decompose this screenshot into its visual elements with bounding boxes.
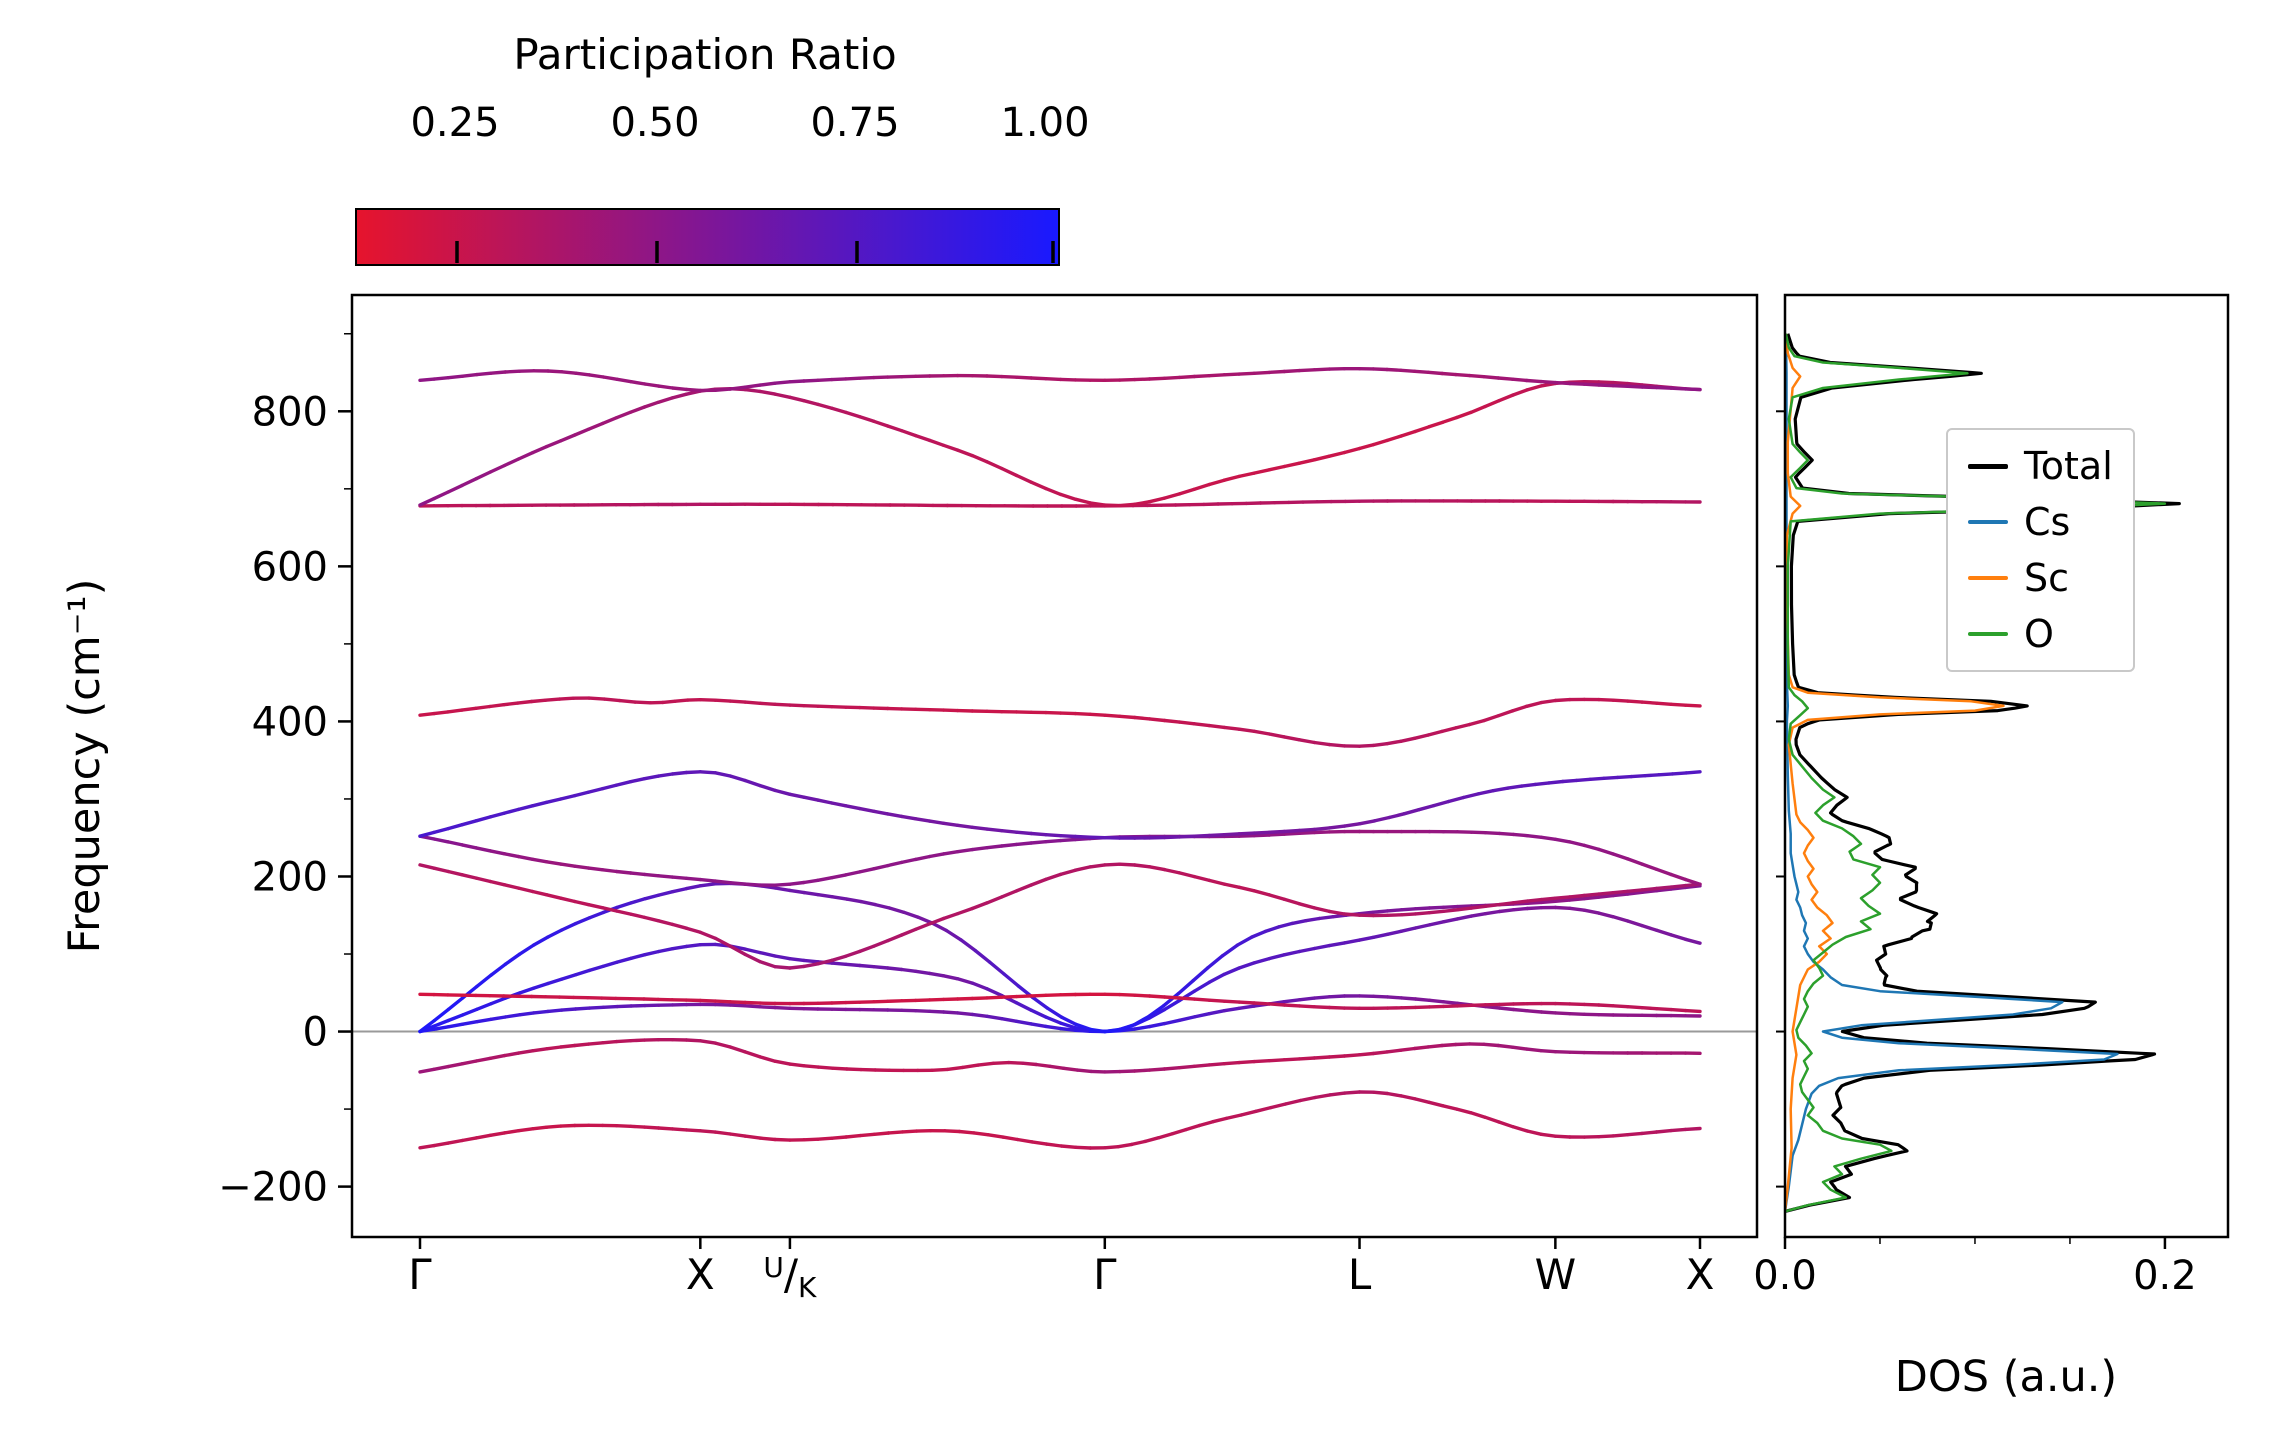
kpoint-label: W	[1535, 1250, 1577, 1299]
kpoint-label: X	[1686, 1250, 1715, 1299]
kpoint-label: U/K	[763, 1250, 817, 1304]
legend-item-o: O	[1968, 612, 2113, 656]
frequency-axis-label: Frequency (cm⁻¹)	[60, 578, 110, 954]
axes-spines	[350, 293, 2230, 1239]
dos-axis-label: DOS (a.u.)	[1894, 1352, 2118, 1402]
colorbar-tick-label: 0.75	[810, 100, 900, 146]
legend-item-cs: Cs	[1968, 500, 2113, 544]
dos-sc-curve	[1785, 333, 2005, 1212]
legend-label: Cs	[2024, 500, 2071, 544]
axis-tick-labels: −200 0 200 400 600 800 Γ X U/K Γ L W X 0.0 0.2	[218, 389, 2197, 1304]
dos-cs-curve	[1785, 333, 2119, 1212]
colorbar-tick-label: 0.25	[410, 100, 500, 146]
participation-ratio-colorbar	[355, 208, 1060, 266]
legend-label: O	[2024, 612, 2054, 656]
legend-label: Sc	[2024, 556, 2070, 600]
dos-legend: Total Cs Sc O	[1946, 428, 2135, 672]
o-line-swatch	[1968, 632, 2008, 636]
colorbar-tick-label: 1.00	[1000, 100, 1090, 146]
sc-line-swatch	[1968, 576, 2008, 580]
legend-item-total: Total	[1968, 444, 2113, 488]
kpoint-label: Γ	[1093, 1250, 1117, 1299]
y-tick-label: 400	[252, 699, 328, 745]
y-tick-label: 200	[252, 854, 328, 900]
band-structure-lines	[418, 367, 1702, 1150]
kpoint-label: L	[1348, 1250, 1372, 1299]
kpoint-label: Γ	[408, 1250, 432, 1299]
dos-curves	[1785, 333, 2181, 1213]
kpoint-label: X	[686, 1250, 715, 1299]
colorbar-ticks	[455, 241, 1055, 263]
y-tick-label: −200	[218, 1165, 328, 1211]
dos-x-tick-label: 0.0	[1753, 1253, 1817, 1299]
cs-line-swatch	[1968, 520, 2008, 524]
y-tick-label: 0	[303, 1010, 328, 1056]
y-tick-label: 800	[252, 389, 328, 435]
y-tick-label: 600	[252, 544, 328, 590]
legend-item-sc: Sc	[1968, 556, 2113, 600]
dos-o-curve	[1785, 333, 2167, 1213]
total-line-swatch	[1968, 463, 2008, 469]
legend-label: Total	[2024, 444, 2113, 488]
colorbar-title: Participation Ratio	[513, 30, 897, 79]
axis-ticks	[338, 333, 2167, 1249]
colorbar-tick-label: 0.50	[610, 100, 700, 146]
dos-x-tick-label: 0.2	[2133, 1253, 2197, 1299]
